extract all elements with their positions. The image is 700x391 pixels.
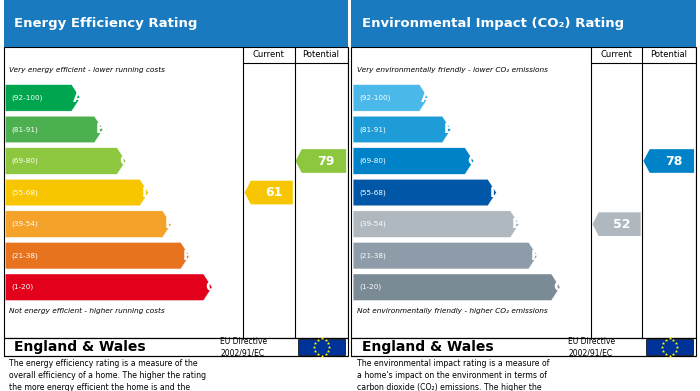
Text: A: A: [421, 91, 432, 105]
Text: 79: 79: [317, 154, 335, 167]
Text: 78: 78: [665, 154, 682, 167]
Text: D: D: [141, 186, 153, 199]
Text: 61: 61: [265, 186, 282, 199]
Polygon shape: [5, 84, 80, 111]
Bar: [351, 0, 696, 47]
Polygon shape: [353, 211, 519, 237]
Polygon shape: [295, 149, 346, 173]
Text: England & Wales: England & Wales: [362, 340, 494, 354]
Text: C: C: [467, 154, 477, 168]
Polygon shape: [5, 179, 148, 206]
Text: Current: Current: [253, 50, 285, 59]
Text: B: B: [444, 122, 455, 136]
Text: (55-68): (55-68): [359, 189, 386, 196]
Text: (92-100): (92-100): [359, 95, 391, 101]
Bar: [298, 339, 346, 355]
Text: E: E: [512, 217, 522, 231]
Text: Not environmentally friendly - higher CO₂ emissions: Not environmentally friendly - higher CO…: [356, 308, 547, 314]
Text: D: D: [489, 186, 501, 199]
Text: Very energy efficient - lower running costs: Very energy efficient - lower running co…: [8, 66, 164, 73]
Text: The energy efficiency rating is a measure of the
overall efficiency of a home. T: The energy efficiency rating is a measur…: [8, 359, 206, 391]
Polygon shape: [353, 242, 538, 269]
Text: A: A: [74, 91, 84, 105]
Text: F: F: [531, 249, 540, 263]
Text: England & Wales: England & Wales: [14, 340, 146, 354]
Polygon shape: [244, 181, 293, 204]
Text: (21-38): (21-38): [359, 253, 386, 259]
Text: (39-54): (39-54): [359, 221, 386, 228]
Polygon shape: [353, 116, 451, 143]
Text: Very environmentally friendly - lower CO₂ emissions: Very environmentally friendly - lower CO…: [356, 66, 547, 73]
Text: (39-54): (39-54): [11, 221, 38, 228]
Text: E: E: [164, 217, 174, 231]
Text: Current: Current: [601, 50, 633, 59]
Text: Potential: Potential: [302, 50, 340, 59]
Text: Potential: Potential: [650, 50, 687, 59]
Text: G: G: [205, 280, 216, 294]
Text: (92-100): (92-100): [11, 95, 43, 101]
Polygon shape: [353, 274, 560, 301]
Bar: [351, 47, 696, 338]
Polygon shape: [5, 148, 126, 174]
Text: Energy Efficiency Rating: Energy Efficiency Rating: [14, 17, 197, 30]
Polygon shape: [5, 274, 212, 301]
Bar: [351, 338, 696, 356]
Text: (69-80): (69-80): [11, 158, 38, 164]
Polygon shape: [5, 242, 190, 269]
Text: Environmental Impact (CO₂) Rating: Environmental Impact (CO₂) Rating: [362, 17, 624, 30]
Text: (81-91): (81-91): [11, 126, 38, 133]
Polygon shape: [353, 179, 496, 206]
Text: (1-20): (1-20): [11, 284, 33, 291]
Polygon shape: [353, 84, 428, 111]
Text: (1-20): (1-20): [359, 284, 381, 291]
Text: EU Directive
2002/91/EC: EU Directive 2002/91/EC: [220, 337, 267, 357]
Bar: [4, 47, 348, 338]
Text: The environmental impact rating is a measure of
a home's impact on the environme: The environmental impact rating is a mea…: [356, 359, 550, 391]
Bar: [4, 0, 348, 47]
Text: (69-80): (69-80): [359, 158, 386, 164]
Text: 52: 52: [612, 218, 630, 231]
Text: C: C: [119, 154, 129, 168]
Polygon shape: [592, 212, 640, 236]
Polygon shape: [5, 211, 172, 237]
Text: (21-38): (21-38): [11, 253, 38, 259]
Text: G: G: [553, 280, 564, 294]
Polygon shape: [5, 116, 103, 143]
Text: (55-68): (55-68): [11, 189, 38, 196]
Text: (81-91): (81-91): [359, 126, 386, 133]
Text: F: F: [183, 249, 192, 263]
Text: EU Directive
2002/91/EC: EU Directive 2002/91/EC: [568, 337, 615, 357]
Polygon shape: [643, 149, 694, 173]
Bar: [4, 338, 348, 356]
Bar: [646, 339, 694, 355]
Polygon shape: [353, 148, 474, 174]
Text: B: B: [96, 122, 107, 136]
Text: Not energy efficient - higher running costs: Not energy efficient - higher running co…: [8, 308, 164, 314]
